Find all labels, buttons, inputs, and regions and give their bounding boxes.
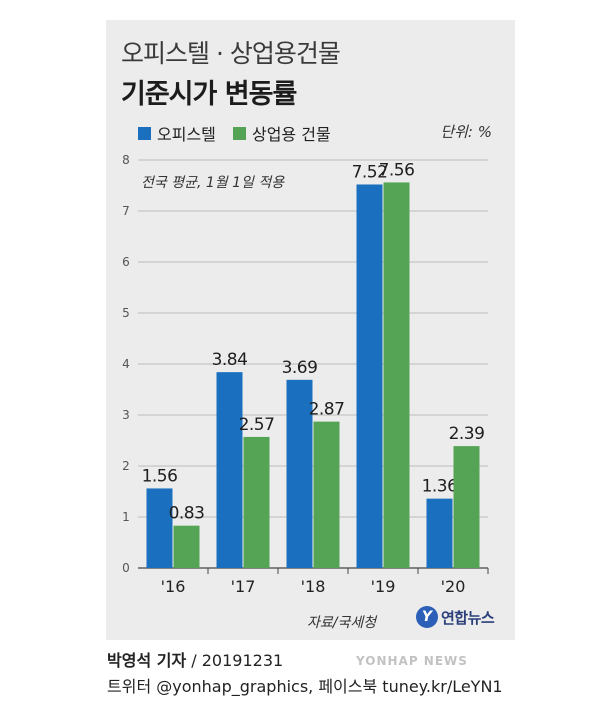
bar-officetel — [216, 372, 243, 568]
y-tick-label: 8 — [122, 153, 130, 167]
x-tick-label: '18 — [301, 577, 326, 596]
legend-swatch-officetel — [138, 126, 151, 140]
bar-officetel — [356, 184, 383, 569]
yonhap-logo: Y 연합뉴스 — [416, 606, 495, 628]
data-label: 2.39 — [449, 424, 485, 444]
data-label: 0.83 — [169, 504, 205, 524]
y-tick-label: 5 — [122, 306, 130, 320]
y-tick-label: 3 — [122, 408, 130, 422]
credit-author: 박영석 기자 — [107, 651, 187, 670]
bar-commercial — [243, 436, 270, 568]
data-label: 2.87 — [309, 400, 345, 420]
y-tick-label: 2 — [122, 459, 130, 473]
y-tick-label: 6 — [122, 255, 130, 269]
unit-label: 단위: % — [440, 123, 492, 141]
y-tick-label: 1 — [122, 510, 130, 524]
credit-line: 박영석 기자 / 20191231 — [107, 647, 283, 671]
bar-officetel — [286, 379, 313, 568]
source-label: 자료/국세청 — [307, 615, 377, 631]
y-tick-label: 0 — [122, 561, 130, 575]
y-tick-label: 7 — [122, 204, 130, 218]
yonhap-logo-text: 연합뉴스 — [441, 608, 495, 627]
data-label: 7.52 — [352, 162, 388, 182]
legend-swatch-commercial — [232, 126, 246, 140]
x-tick-label: '19 — [371, 577, 396, 596]
bar-officetel — [426, 498, 453, 568]
legend-item-officetel: 오피스텔 — [138, 121, 216, 145]
data-label: 2.57 — [239, 415, 275, 435]
watermark: YONHAP NEWS — [356, 654, 468, 668]
data-label: 3.84 — [212, 350, 248, 370]
chart-note: 전국 평균, 1월 1일 적용 — [141, 175, 285, 191]
x-tick-label: '16 — [161, 577, 186, 596]
legend-label-commercial: 상업용 건물 — [251, 125, 331, 144]
bar-commercial — [173, 525, 200, 568]
x-tick-label: '17 — [231, 577, 256, 596]
bar-commercial — [383, 182, 410, 568]
bar-officetel — [146, 488, 173, 568]
legend-item-commercial: 상업용 건물 — [232, 121, 331, 145]
bar-commercial — [453, 446, 480, 568]
data-label: 7.56 — [379, 160, 415, 180]
chart-title-line2: 기준시가 변동률 — [121, 79, 297, 110]
yonhap-logo-icon: Y — [416, 606, 438, 628]
credit-date: / 20191231 — [191, 651, 284, 670]
x-tick-label: '20 — [441, 577, 466, 596]
credit-social: 트위터 @yonhap_graphics, 페이스북 tuney.kr/LeYN… — [107, 677, 503, 696]
legend: 오피스텔 상업용 건물 — [138, 121, 343, 145]
y-tick-label: 4 — [122, 357, 130, 371]
data-label: 3.69 — [282, 358, 318, 378]
data-label: 1.36 — [422, 477, 458, 497]
data-label: 1.56 — [142, 466, 178, 486]
chart-title-line1: 오피스텔 · 상업용건물 — [121, 39, 341, 68]
bar-commercial — [313, 421, 340, 568]
legend-label-officetel: 오피스텔 — [157, 125, 216, 144]
